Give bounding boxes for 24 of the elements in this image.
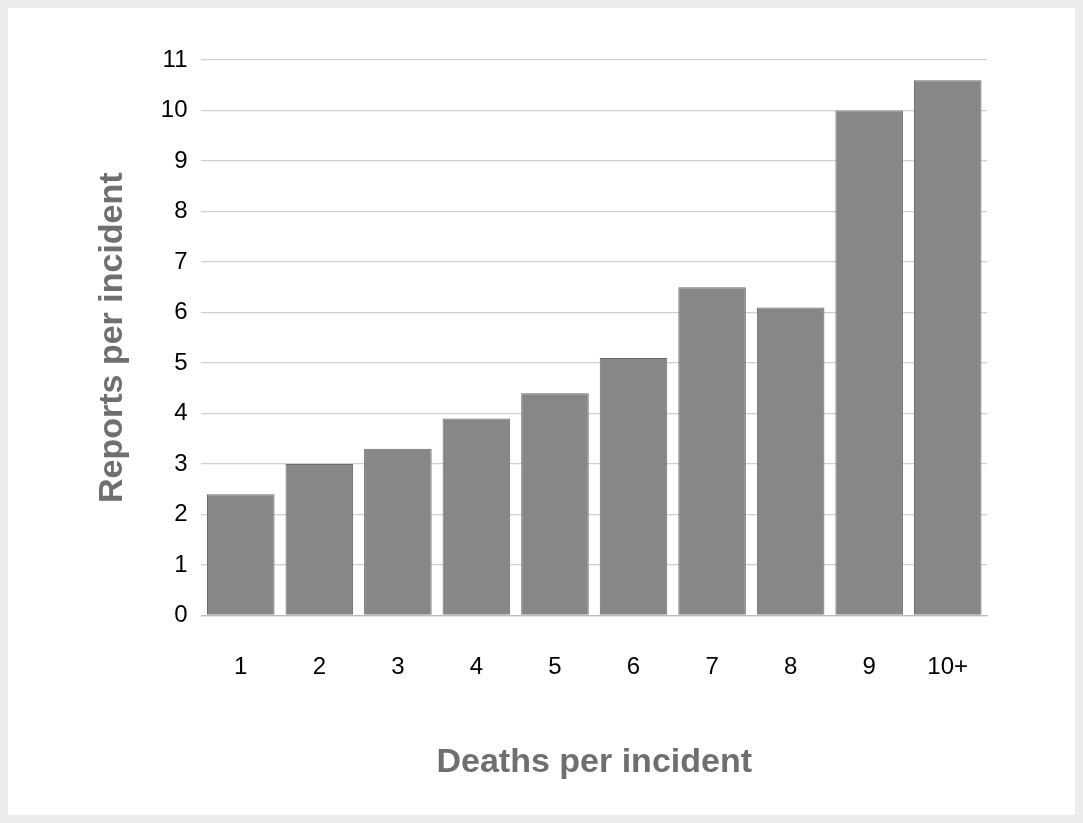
x-tick-label: 7 bbox=[705, 652, 719, 680]
y-tick-label: 9 bbox=[174, 145, 188, 173]
y-tick-label: 1 bbox=[174, 549, 188, 577]
x-tick-label: 3 bbox=[391, 652, 405, 680]
x-tick-label: 2 bbox=[312, 652, 326, 680]
x-tick-label: 1 bbox=[234, 652, 248, 680]
x-tick-label: 8 bbox=[783, 652, 798, 680]
x-axis-title: Deaths per incident bbox=[436, 740, 753, 779]
x-tick-label: 5 bbox=[548, 652, 562, 680]
y-tick-label: 10 bbox=[160, 95, 188, 123]
y-tick-label: 5 bbox=[174, 347, 188, 375]
y-tick-label: 3 bbox=[174, 448, 188, 476]
y-tick-label: 2 bbox=[174, 499, 188, 527]
y-tick-label: 4 bbox=[174, 398, 188, 426]
x-tick-label: 9 bbox=[862, 652, 876, 680]
y-tick-label: 11 bbox=[162, 44, 188, 72]
x-tick-label: 6 bbox=[626, 652, 641, 680]
x-tick-label: 10+ bbox=[927, 652, 969, 680]
y-tick-label: 6 bbox=[174, 297, 188, 325]
y-tick-label: 8 bbox=[174, 196, 188, 224]
y-axis-title: Reports per incident bbox=[90, 172, 129, 503]
x-tick-label: 4 bbox=[469, 652, 484, 680]
y-tick-label: 0 bbox=[174, 600, 188, 628]
y-tick-label: 7 bbox=[174, 246, 188, 274]
